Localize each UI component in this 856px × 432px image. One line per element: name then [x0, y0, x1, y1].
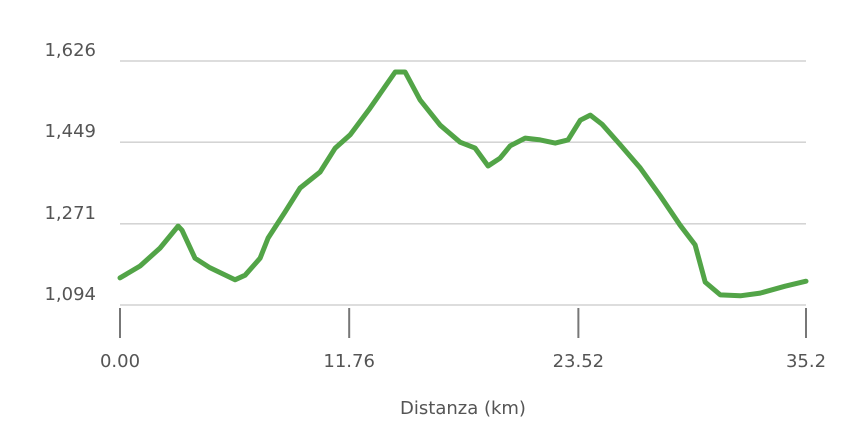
y-tick-label: 1,271 [44, 203, 96, 224]
y-tick-label: 1,626 [44, 40, 96, 61]
x-tick-label: 0.00 [100, 351, 140, 372]
x-tick-label: 11.76 [323, 351, 375, 372]
x-axis-label: Distanza (km) [400, 398, 526, 419]
x-tick-label: 35.2 [786, 351, 826, 372]
y-tick-label: 1,094 [44, 284, 96, 305]
x-tick-label: 23.52 [553, 351, 605, 372]
y-tick-label: 1,449 [44, 121, 96, 142]
elevation-line [117, 69, 809, 299]
